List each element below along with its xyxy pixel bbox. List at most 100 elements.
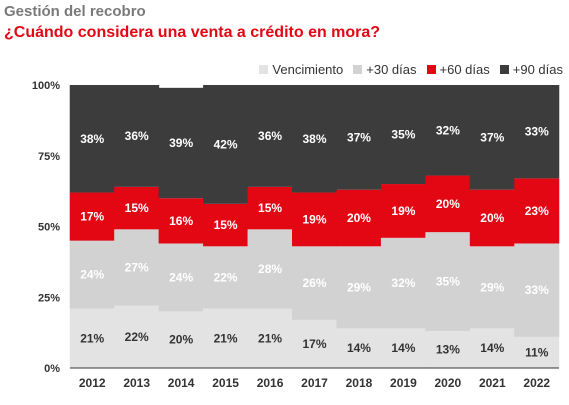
bar-segment	[425, 85, 471, 176]
x-tick-label: 2022	[523, 376, 550, 390]
bar-segment	[380, 328, 426, 368]
bar-segment	[247, 229, 293, 309]
bar-segment	[292, 85, 337, 193]
bar-segment	[114, 305, 160, 368]
bar-segment	[380, 85, 426, 185]
data-label: 17%	[80, 210, 104, 224]
data-label: 27%	[125, 261, 149, 275]
data-label: 13%	[436, 343, 460, 357]
x-tick-label: 2015	[212, 376, 239, 390]
bar-segment	[203, 246, 249, 309]
bar-segment	[114, 85, 160, 187]
data-label: 36%	[125, 129, 149, 143]
bar-segment	[69, 240, 115, 309]
data-label: 26%	[302, 276, 326, 290]
bar-segment	[247, 85, 293, 187]
data-label: 21%	[80, 331, 104, 345]
bar-segment	[203, 203, 249, 247]
bar-segment	[514, 85, 560, 179]
data-label: 16%	[169, 214, 193, 228]
data-label: 15%	[214, 218, 238, 232]
x-tick-label: 2014	[168, 376, 195, 390]
data-label: 38%	[302, 132, 326, 146]
legend-item-30-dias: +30 días	[353, 62, 417, 77]
data-label: 29%	[347, 280, 371, 294]
legend-label-vencimiento: Vencimiento	[272, 62, 344, 77]
data-label: 15%	[125, 201, 149, 215]
data-label: 24%	[80, 268, 104, 282]
data-label: 36%	[258, 129, 282, 143]
data-label: 33%	[525, 283, 549, 297]
bar-segment	[380, 237, 426, 329]
bar-segment	[203, 85, 249, 204]
bar-segment	[203, 308, 249, 368]
data-label: 35%	[391, 128, 415, 142]
data-label: 32%	[391, 276, 415, 290]
bar-segment	[514, 178, 560, 244]
data-label: 37%	[480, 130, 504, 144]
x-tick-label: 2017	[301, 376, 328, 390]
data-label: 23%	[525, 204, 549, 218]
data-label: 37%	[347, 130, 371, 144]
bar-segment	[425, 331, 471, 368]
data-label: 20%	[480, 211, 504, 225]
bar-segment	[336, 189, 382, 247]
data-label: 21%	[258, 331, 282, 345]
x-tick-label: 2013	[123, 376, 150, 390]
x-tick-label: 2016	[257, 376, 284, 390]
legend-swatch-90-dias	[499, 65, 509, 74]
data-label: 19%	[391, 204, 415, 218]
data-label: 17%	[302, 337, 326, 351]
legend-label-60-dias: +60 días	[439, 62, 490, 77]
x-tick-label: 2021	[479, 376, 506, 390]
bar-segment	[336, 328, 382, 368]
legend: Vencimiento +30 días +60 días +90 días	[249, 62, 563, 77]
bar-segment	[425, 232, 471, 332]
chart-subtitle: ¿Cuándo considera una venta a crédito en…	[4, 24, 381, 41]
y-tick-label: 100%	[32, 80, 60, 92]
legend-item-60-dias: +60 días	[426, 62, 490, 77]
legend-item-vencimiento: Vencimiento	[259, 62, 343, 77]
legend-swatch-60-dias	[426, 65, 436, 74]
legend-label-30-dias: +30 días	[366, 62, 417, 77]
bar-segment	[158, 311, 204, 368]
bar-segment	[380, 184, 426, 238]
bar-segment	[158, 198, 204, 244]
bar-segment	[425, 175, 471, 233]
bar-segment	[69, 192, 115, 241]
data-label: 15%	[258, 201, 282, 215]
bar-segment	[469, 189, 515, 247]
legend-swatch-30-dias	[353, 65, 363, 74]
legend-label-90-dias: +90 días	[512, 62, 563, 77]
y-tick-label: 0%	[44, 363, 60, 375]
data-label: 11%	[525, 345, 549, 359]
data-label: 28%	[258, 262, 282, 276]
x-tick-label: 2018	[346, 376, 373, 390]
x-tick-label: 2019	[390, 376, 417, 390]
data-label: 21%	[214, 331, 238, 345]
x-tick-label: 2012	[79, 376, 106, 390]
legend-item-90-dias: +90 días	[499, 62, 563, 77]
chart-title: Gestión del recobro	[4, 3, 146, 20]
data-label: 32%	[436, 123, 460, 137]
data-label: 24%	[169, 270, 193, 284]
bar-segment	[469, 85, 515, 190]
data-label: 35%	[436, 275, 460, 289]
bar-segment	[114, 229, 160, 306]
bar-segment	[69, 85, 115, 193]
data-label: 22%	[214, 270, 238, 284]
data-label: 14%	[480, 341, 504, 355]
x-tick-label: 2020	[435, 376, 462, 390]
data-label: 38%	[80, 132, 104, 146]
y-tick-label: 75%	[38, 151, 60, 163]
data-label: 20%	[436, 197, 460, 211]
bar-segment	[336, 85, 382, 190]
data-label: 39%	[169, 136, 193, 150]
bar-segment	[247, 308, 293, 368]
bar-segment	[336, 246, 382, 329]
bar-segment	[514, 336, 560, 368]
bar-segment	[158, 87, 204, 199]
data-label: 19%	[302, 212, 326, 226]
y-tick-label: 25%	[38, 292, 60, 304]
